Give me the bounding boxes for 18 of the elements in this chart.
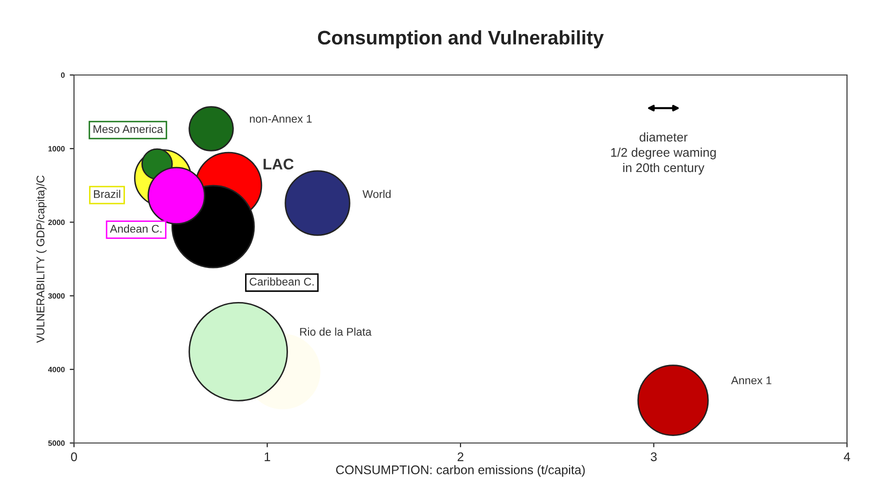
series-label: World — [362, 190, 391, 198]
series-label: Meso America — [94, 124, 164, 134]
text: Annex 1 — [731, 376, 772, 384]
x-tick-label: 3 — [650, 452, 657, 462]
series-label: Brazil — [94, 190, 120, 198]
x-tick-label: 1 — [264, 452, 270, 462]
y-axis-title: VULNERABILITY ( GDP/capita)/C — [36, 176, 47, 343]
series-label: LAC — [264, 158, 294, 170]
series-label: Andean C. — [110, 224, 162, 233]
series-label: non-Annex 1 — [250, 114, 312, 123]
x-axis-title: CONSUMPTION: carbon emissions (t/capita) — [336, 465, 585, 477]
series-label: Rio de la Plata — [300, 328, 372, 336]
x-tick-label: 4 — [844, 452, 850, 462]
annotation: diameter 1/2 degree waming in 20th century — [611, 132, 716, 175]
series-label: Caribbean C. — [250, 277, 314, 286]
x-tick-label: 2 — [458, 452, 464, 462]
chart-title: Consumption and Vulnerability — [318, 30, 604, 48]
x-tick-label: 0 — [71, 452, 77, 462]
